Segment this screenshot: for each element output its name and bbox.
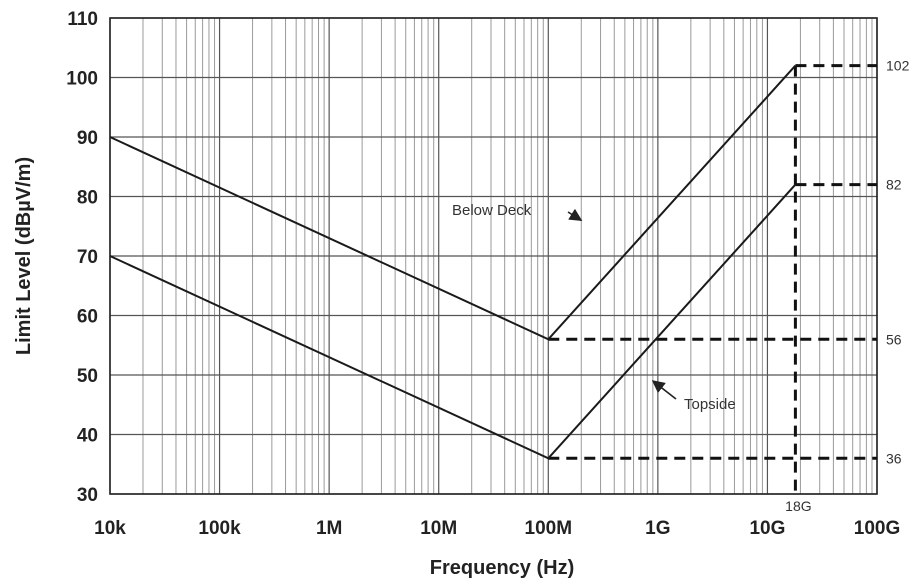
x-tick-label: 10G [749,518,785,539]
y-tick-label: 80 [77,188,98,209]
annotation-topside: Topside [684,396,736,413]
y-tick-label: 100 [66,69,98,90]
y-tick-label: 50 [77,366,98,387]
y-tick-label: 70 [77,247,98,268]
y-axis-title: Limit Level (dBµV/m) [13,157,35,355]
y-tick-label: 40 [77,426,98,447]
reference-lines: 102 82 56 36 18G [548,58,910,514]
annotation-below-deck: Below Deck [452,202,532,219]
y-tick-label: 30 [77,485,98,506]
annotation-arrow-below-deck [567,208,583,221]
x-tick-label: 10M [420,518,457,539]
annotation-arrow-topside [651,380,677,400]
y-tick-label: 90 [77,128,98,149]
x-tick-label: 100G [854,518,900,539]
x-tick-label: 100k [198,518,241,539]
reference-label-82: 82 [886,177,902,193]
tick-labels: 10k 100k 1M 10M 100M 1G 10G 100G 30 40 50 60 70 80 90 1… [66,9,900,539]
reference-label-36: 36 [886,450,902,466]
x-tick-label: 10k [94,518,126,539]
grid [109,17,878,495]
x-tick-label: 100M [525,518,573,539]
series-lines [109,64,797,460]
y-tick-label: 60 [77,307,98,328]
reference-label-102: 102 [886,58,910,74]
series-line-topside [109,183,797,460]
annotations: Below Deck Topside [452,202,736,413]
x-axis-title: Frequency (Hz) [430,557,574,579]
series-line-below-deck [109,64,797,341]
x-tick-label: 1M [316,518,342,539]
x-tick-label: 1G [645,518,670,539]
reference-label-56: 56 [886,331,902,347]
y-tick-label: 110 [67,9,98,30]
vertical-marker-label: 18G [785,498,811,514]
